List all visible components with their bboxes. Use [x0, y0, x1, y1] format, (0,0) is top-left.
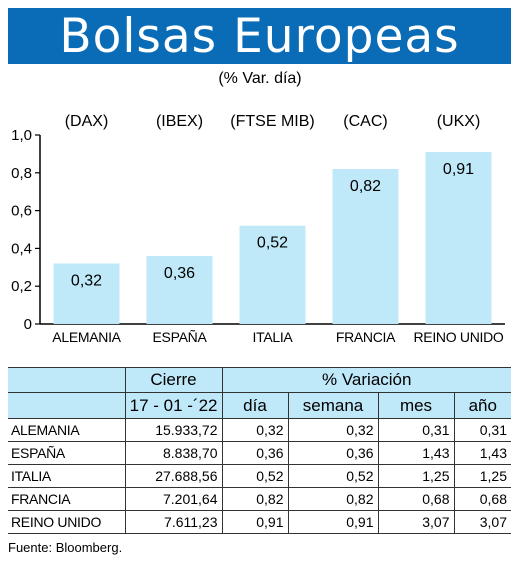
table-row: ESPAÑA 8.838,70 0,36 0,36 1,43 1,43: [8, 441, 511, 465]
y-tick-label: 0: [24, 316, 32, 333]
row-mes: 1,43: [377, 441, 455, 465]
row-mes: 3,07: [377, 510, 455, 534]
data-table: Cierre % Variación 17 - 01 -´22 día sema…: [8, 367, 511, 534]
row-semana: 0,52: [287, 464, 379, 488]
row-mes: 1,25: [377, 464, 455, 488]
y-tick-label: 0,4: [11, 240, 32, 257]
index-label: (FTSE MIB): [230, 113, 314, 130]
row-mes: 0,68: [377, 487, 455, 511]
table-row: REINO UNIDO 7.611,23 0,91 0,91 3,07 3,07: [8, 510, 511, 534]
y-tick-label: 0,6: [11, 203, 32, 220]
row-semana: 0,32: [287, 418, 379, 442]
header-variacion: % Variación: [221, 367, 511, 393]
bar-value-label: 0,36: [164, 265, 195, 282]
bar-value-label: 0,52: [257, 235, 288, 252]
row-dia: 0,36: [221, 441, 289, 465]
title-banner: Bolsas Europeas: [8, 8, 511, 64]
row-cierre: 7.201,64: [124, 487, 223, 511]
bar-value-label: 0,82: [350, 178, 381, 195]
header-semana: semana: [287, 392, 379, 419]
category-label: ALEMANIA: [52, 329, 121, 345]
category-label: FRANCIA: [336, 329, 396, 345]
row-anio: 0,31: [453, 418, 511, 442]
index-label: (UKX): [437, 113, 481, 130]
bar: [425, 152, 492, 324]
row-anio: 3,07: [453, 510, 511, 534]
row-semana: 0,82: [287, 487, 379, 511]
row-country: ESPAÑA: [8, 441, 126, 465]
index-label: (IBEX): [156, 113, 203, 130]
chart-title: Bolsas Europeas: [59, 8, 460, 64]
table-row: ITALIA 27.688,56 0,52 0,52 1,25 1,25: [8, 464, 511, 488]
table-row: FRANCIA 7.201,64 0,82 0,82 0,68 0,68: [8, 487, 511, 511]
header-blank: [8, 367, 125, 393]
row-semana: 0,91: [287, 510, 379, 534]
row-dia: 0,52: [221, 464, 289, 488]
subheader-blank: [8, 392, 125, 419]
header-cierre: Cierre: [124, 367, 223, 393]
bar: [239, 225, 306, 324]
index-label: (CAC): [343, 113, 387, 130]
header-anio: año: [453, 392, 511, 419]
header-mes: mes: [377, 392, 455, 419]
row-mes: 0,31: [377, 418, 455, 442]
header-dia: día: [221, 392, 289, 419]
row-cierre: 27.688,56: [124, 464, 223, 488]
row-country: ITALIA: [8, 464, 126, 488]
row-cierre: 8.838,70: [124, 441, 223, 465]
row-anio: 0,68: [453, 487, 511, 511]
row-dia: 0,32: [221, 418, 289, 442]
category-label: ITALIA: [253, 329, 294, 345]
category-label: REINO UNIDO: [413, 329, 503, 345]
row-anio: 1,43: [453, 441, 511, 465]
index-label: (DAX): [65, 113, 109, 130]
y-tick-label: 0,2: [11, 278, 32, 295]
bar: [146, 255, 213, 324]
table-subheader-row: 17 - 01 -´22 día semana mes año: [8, 392, 511, 419]
chart-subtitle: (% Var. día): [218, 70, 302, 87]
table-row: ALEMANIA 15.933,72 0,32 0,32 0,31 0,31: [8, 418, 511, 442]
row-country: ALEMANIA: [8, 418, 126, 442]
source-note: Fuente: Bloomberg.: [8, 540, 123, 555]
row-anio: 1,25: [453, 464, 511, 488]
y-tick-label: 1,0: [11, 127, 32, 144]
header-date: 17 - 01 -´22: [124, 392, 223, 419]
bar-chart: 0 0,2 0,4 0,6 0,8 1,0 0,32 (DAX) ALEMANIA 0,36 (IB…: [11, 113, 505, 345]
row-semana: 0,36: [287, 441, 379, 465]
y-tick-label: 0,8: [11, 165, 32, 182]
row-dia: 0,82: [221, 487, 289, 511]
bar-value-label: 0,91: [443, 161, 474, 178]
table-header-row: Cierre % Variación: [8, 367, 511, 393]
row-dia: 0,91: [221, 510, 289, 534]
row-country: FRANCIA: [8, 487, 126, 511]
bar: [332, 169, 399, 324]
bar: [53, 263, 120, 324]
category-label: ESPAÑA: [153, 329, 208, 345]
row-country: REINO UNIDO: [8, 510, 126, 534]
row-cierre: 15.933,72: [124, 418, 223, 442]
row-cierre: 7.611,23: [124, 510, 223, 534]
bar-value-label: 0,32: [71, 273, 102, 290]
